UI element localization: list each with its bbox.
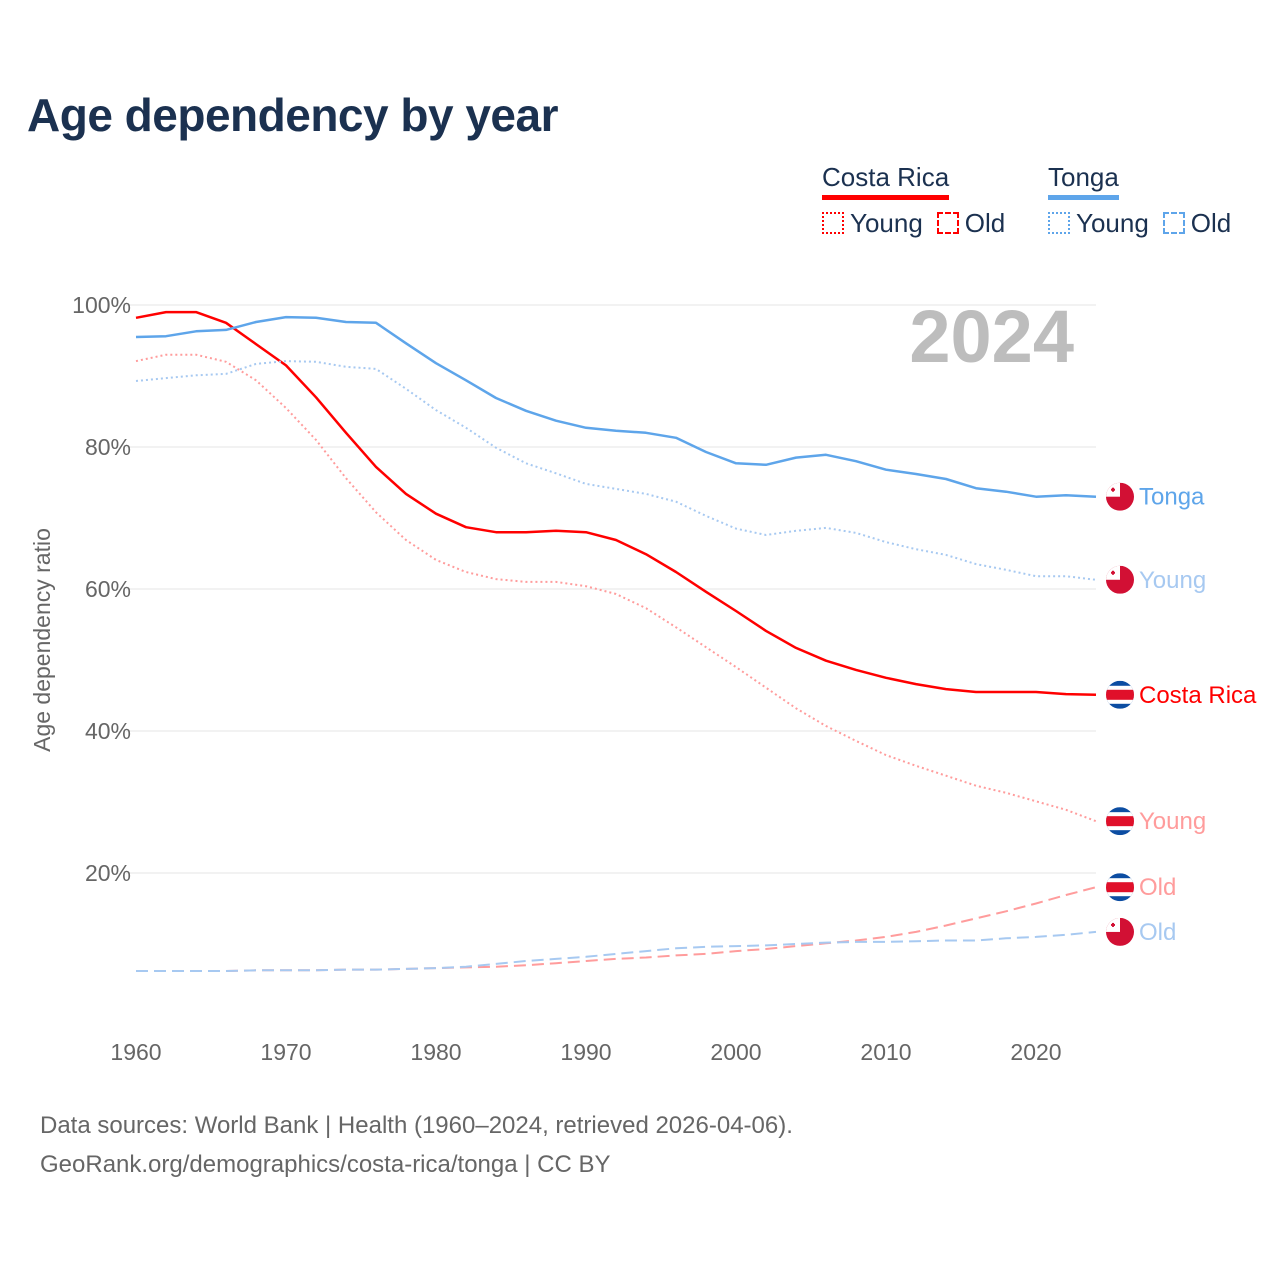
- y-tick-label: 80%: [85, 434, 131, 460]
- source-note: Data sources: World Bank | Health (1960–…: [40, 1106, 793, 1184]
- legend-country-name[interactable]: Tonga: [1048, 162, 1119, 200]
- x-tick-label: 1960: [110, 1039, 161, 1065]
- x-tick-label: 1990: [560, 1039, 611, 1065]
- legend-tonga[interactable]: Tonga Young Old: [1048, 162, 1245, 239]
- x-tick-label: 2020: [1010, 1039, 1061, 1065]
- tonga-flag-icon: [1106, 482, 1134, 511]
- dotted-swatch-icon: [822, 212, 844, 234]
- x-tick-label: 2010: [860, 1039, 911, 1065]
- y-axis-label: Age dependency ratio: [29, 528, 55, 752]
- y-tick-label: 100%: [72, 292, 131, 318]
- end-label: Tonga: [1139, 484, 1205, 511]
- end-label: Old: [1139, 874, 1176, 901]
- x-tick-label: 1970: [260, 1039, 311, 1065]
- source-link[interactable]: GeoRank.org/demographics/costa-rica/tong…: [40, 1151, 611, 1178]
- legend-country-name[interactable]: Costa Rica: [822, 162, 950, 200]
- legend-young[interactable]: Young: [1048, 208, 1149, 239]
- costa-rica-flag-icon: [1106, 873, 1134, 902]
- year-watermark: 2024: [909, 295, 1074, 378]
- end-label: Young: [1139, 808, 1206, 835]
- y-tick-label: 40%: [85, 718, 131, 744]
- source-line: Data sources: World Bank | Health (1960–…: [40, 1112, 793, 1139]
- legend-label: Young: [850, 208, 923, 238]
- legend-old[interactable]: Old: [936, 208, 1006, 239]
- dotted-swatch-icon: [1048, 212, 1070, 234]
- legend-label: Young: [1076, 208, 1149, 238]
- end-label: Costa Rica: [1139, 682, 1257, 709]
- costa-rica-flag-icon: [1106, 807, 1134, 836]
- series-line-costa-rica-young: [135, 353, 1097, 823]
- x-tick-label: 1980: [410, 1039, 461, 1065]
- dashed-swatch-icon: [936, 212, 959, 234]
- series-line-tonga-young: [135, 360, 1097, 581]
- legend-costa-rica[interactable]: Costa Rica Young Old: [822, 162, 1019, 239]
- legend-old[interactable]: Old: [1162, 208, 1232, 239]
- legend-young[interactable]: Young: [822, 208, 923, 239]
- series-line-tonga: [135, 315, 1097, 498]
- legend-label: Old: [1190, 208, 1232, 238]
- legend-label: Old: [964, 208, 1006, 238]
- chart-title: Age dependency by year: [27, 89, 558, 141]
- x-tick-label: 2000: [710, 1039, 761, 1065]
- dashed-swatch-icon: [1162, 212, 1185, 234]
- end-label: Old: [1139, 919, 1176, 946]
- series-line-costa-rica-old: [136, 886, 1097, 972]
- tonga-flag-icon: [1106, 917, 1134, 946]
- series-line-costa-rica: [135, 310, 1097, 697]
- tonga-flag-icon: [1106, 565, 1134, 594]
- end-label: Young: [1139, 567, 1206, 594]
- y-tick-label: 60%: [85, 576, 131, 602]
- costa-rica-flag-icon: [1106, 680, 1134, 709]
- series-line-tonga-old: [136, 930, 1097, 972]
- y-tick-label: 20%: [85, 860, 131, 886]
